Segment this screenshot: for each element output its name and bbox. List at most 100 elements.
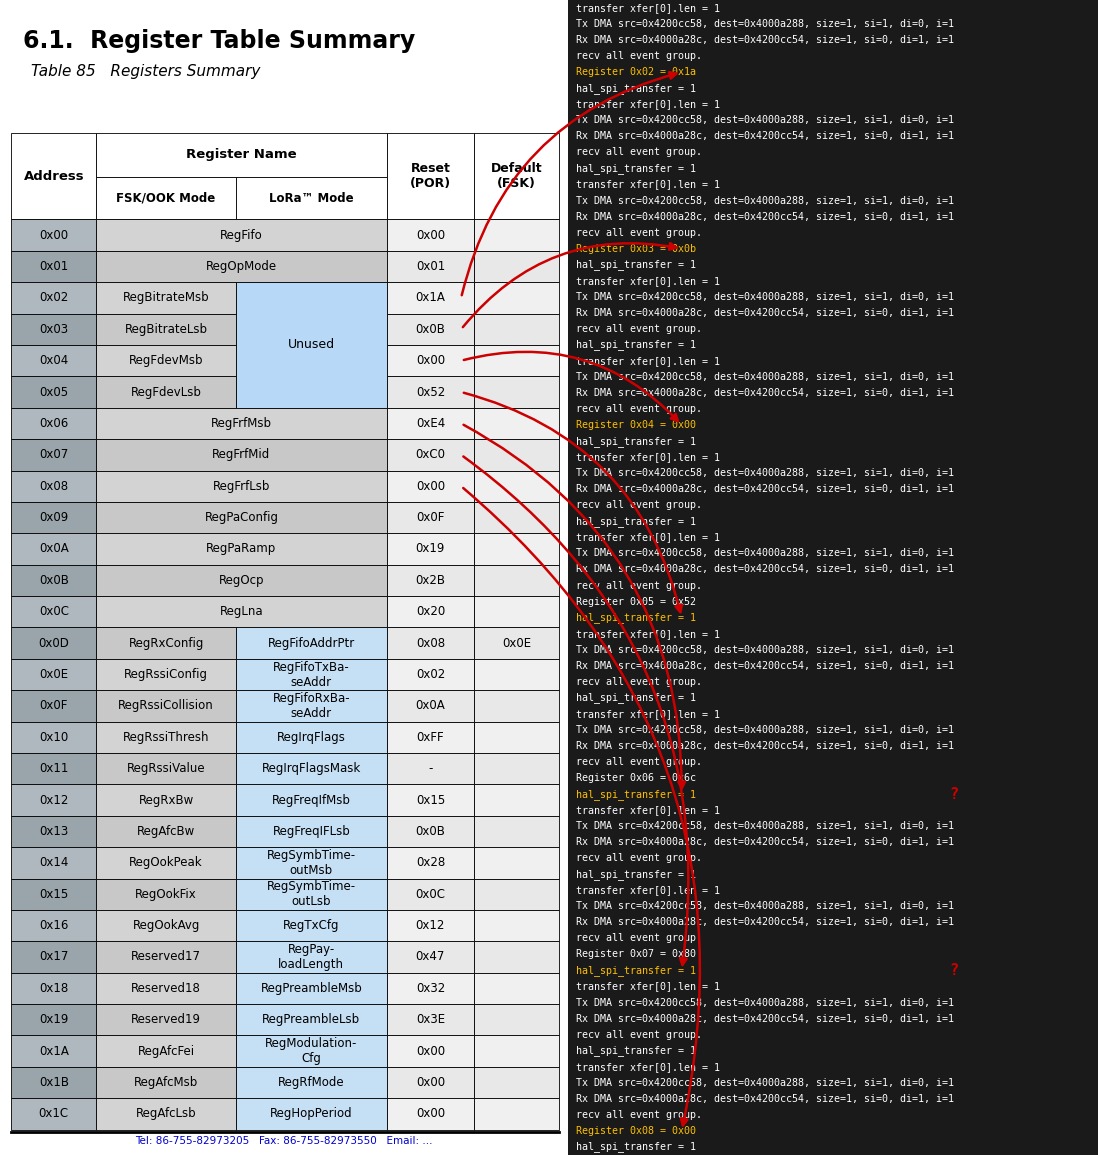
Bar: [386, 408, 474, 439]
Text: 0x1A: 0x1A: [415, 291, 446, 305]
Text: RegOokFix: RegOokFix: [135, 888, 197, 901]
Text: 0x07: 0x07: [40, 448, 68, 461]
Text: 0xC0: 0xC0: [415, 448, 446, 461]
Text: recv all event group.: recv all event group.: [575, 677, 702, 687]
Bar: [11, 1035, 97, 1067]
Text: Register Name: Register Name: [187, 148, 296, 162]
Text: Reserved18: Reserved18: [131, 982, 201, 994]
Text: Register 0x06 = 0x6c: Register 0x06 = 0x6c: [575, 773, 696, 783]
Text: Tx DMA src=0x4200cc58, dest=0x4000a288, size=1, si=1, di=0, i=1: Tx DMA src=0x4200cc58, dest=0x4000a288, …: [575, 549, 954, 558]
Text: 0x3E: 0x3E: [416, 1013, 445, 1027]
Text: hal_spi_transfer = 1: hal_spi_transfer = 1: [575, 163, 696, 174]
Bar: [386, 691, 474, 722]
Bar: [11, 408, 97, 439]
Text: 6.1.  Register Table Summary: 6.1. Register Table Summary: [23, 29, 415, 53]
Text: Rx DMA src=0x4000a28c, dest=0x4200cc54, size=1, si=0, di=1, i=1: Rx DMA src=0x4000a28c, dest=0x4200cc54, …: [575, 742, 954, 751]
Text: Rx DMA src=0x4000a28c, dest=0x4200cc54, size=1, si=0, di=1, i=1: Rx DMA src=0x4000a28c, dest=0x4200cc54, …: [575, 211, 954, 222]
Text: Rx DMA src=0x4000a28c, dest=0x4200cc54, size=1, si=0, di=1, i=1: Rx DMA src=0x4000a28c, dest=0x4200cc54, …: [575, 661, 954, 671]
Text: Register 0x04 = 0x00: Register 0x04 = 0x00: [575, 420, 696, 430]
Bar: [386, 133, 474, 219]
Bar: [11, 658, 97, 691]
Text: 0x08: 0x08: [416, 636, 445, 649]
Bar: [97, 1098, 236, 1130]
Text: recv all event group.: recv all event group.: [575, 854, 702, 863]
Text: transfer xfer[0].len = 1: transfer xfer[0].len = 1: [575, 3, 719, 13]
Bar: [11, 784, 97, 815]
Text: 0x1A: 0x1A: [38, 1044, 69, 1058]
Bar: [386, 1067, 474, 1098]
Text: 0x12: 0x12: [40, 793, 68, 806]
Bar: [97, 565, 386, 596]
Text: Register 0x05 = 0x52: Register 0x05 = 0x52: [575, 597, 696, 606]
Bar: [11, 847, 97, 879]
Text: RegHopPeriod: RegHopPeriod: [270, 1108, 352, 1120]
Text: Rx DMA src=0x4000a28c, dest=0x4200cc54, size=1, si=0, di=1, i=1: Rx DMA src=0x4000a28c, dest=0x4200cc54, …: [575, 1094, 954, 1104]
Text: transfer xfer[0].len = 1: transfer xfer[0].len = 1: [575, 99, 719, 110]
Text: 0x01: 0x01: [416, 260, 445, 273]
Bar: [236, 910, 386, 941]
Text: 0x2B: 0x2B: [415, 574, 446, 587]
Text: RegLna: RegLna: [220, 605, 264, 618]
Text: RegRssiValue: RegRssiValue: [126, 762, 205, 775]
Bar: [236, 941, 386, 973]
Bar: [474, 1067, 559, 1098]
Bar: [97, 1067, 236, 1098]
Text: 0x32: 0x32: [416, 982, 445, 994]
Bar: [474, 470, 559, 502]
Text: LoRa™ Mode: LoRa™ Mode: [269, 192, 354, 204]
Bar: [11, 1098, 97, 1130]
Bar: [97, 534, 386, 565]
Bar: [97, 691, 236, 722]
Text: 0x1B: 0x1B: [38, 1076, 69, 1089]
Text: 0x00: 0x00: [416, 1044, 445, 1058]
Text: RegIrqFlagsMask: RegIrqFlagsMask: [261, 762, 361, 775]
Bar: [386, 941, 474, 973]
Bar: [386, 815, 474, 847]
Bar: [97, 658, 236, 691]
Bar: [11, 282, 97, 314]
Text: Rx DMA src=0x4000a28c, dest=0x4200cc54, size=1, si=0, di=1, i=1: Rx DMA src=0x4000a28c, dest=0x4200cc54, …: [575, 484, 954, 494]
Text: transfer xfer[0].len = 1: transfer xfer[0].len = 1: [575, 805, 719, 815]
Text: RegPaConfig: RegPaConfig: [204, 512, 279, 524]
Text: transfer xfer[0].len = 1: transfer xfer[0].len = 1: [575, 532, 719, 543]
Text: 0x00: 0x00: [416, 355, 445, 367]
Bar: [11, 470, 97, 502]
Text: transfer xfer[0].len = 1: transfer xfer[0].len = 1: [575, 453, 719, 462]
Text: RegFifoAddrPtr: RegFifoAddrPtr: [268, 636, 355, 649]
Bar: [97, 251, 386, 282]
Text: 0x0B: 0x0B: [415, 825, 446, 837]
Text: 0x0F: 0x0F: [40, 700, 68, 713]
Text: transfer xfer[0].len = 1: transfer xfer[0].len = 1: [575, 709, 719, 718]
Text: 0x00: 0x00: [416, 1076, 445, 1089]
Text: RegRssiCollision: RegRssiCollision: [119, 700, 214, 713]
Text: 0x0E: 0x0E: [502, 636, 531, 649]
Text: RegFrfMid: RegFrfMid: [212, 448, 270, 461]
Bar: [386, 377, 474, 408]
Text: -: -: [428, 762, 433, 775]
Bar: [386, 534, 474, 565]
Bar: [474, 691, 559, 722]
Text: Rx DMA src=0x4000a28c, dest=0x4200cc54, size=1, si=0, di=1, i=1: Rx DMA src=0x4000a28c, dest=0x4200cc54, …: [575, 917, 954, 927]
Bar: [474, 282, 559, 314]
Text: Tx DMA src=0x4200cc58, dest=0x4000a288, size=1, si=1, di=0, i=1: Tx DMA src=0x4200cc58, dest=0x4000a288, …: [575, 468, 954, 478]
Text: Tx DMA src=0x4200cc58, dest=0x4000a288, size=1, si=1, di=0, i=1: Tx DMA src=0x4200cc58, dest=0x4000a288, …: [575, 998, 954, 1007]
Text: RegTxCfg: RegTxCfg: [283, 919, 339, 932]
Bar: [11, 251, 97, 282]
Text: RegAfcLsb: RegAfcLsb: [136, 1108, 197, 1120]
Bar: [236, 784, 386, 815]
Bar: [386, 1004, 474, 1035]
Text: recv all event group.: recv all event group.: [575, 323, 702, 334]
Text: 0x16: 0x16: [40, 919, 68, 932]
Bar: [97, 815, 236, 847]
Bar: [11, 815, 97, 847]
Bar: [474, 133, 559, 219]
Bar: [97, 345, 236, 377]
Text: RegFifo: RegFifo: [220, 229, 262, 241]
Text: Register 0x02 = 0x1a: Register 0x02 = 0x1a: [575, 67, 696, 77]
Bar: [474, 847, 559, 879]
Text: 0x0B: 0x0B: [38, 574, 69, 587]
Text: hal_spi_transfer = 1: hal_spi_transfer = 1: [575, 692, 696, 703]
Bar: [474, 784, 559, 815]
Text: 0x13: 0x13: [40, 825, 68, 837]
Text: recv all event group.: recv all event group.: [575, 757, 702, 767]
